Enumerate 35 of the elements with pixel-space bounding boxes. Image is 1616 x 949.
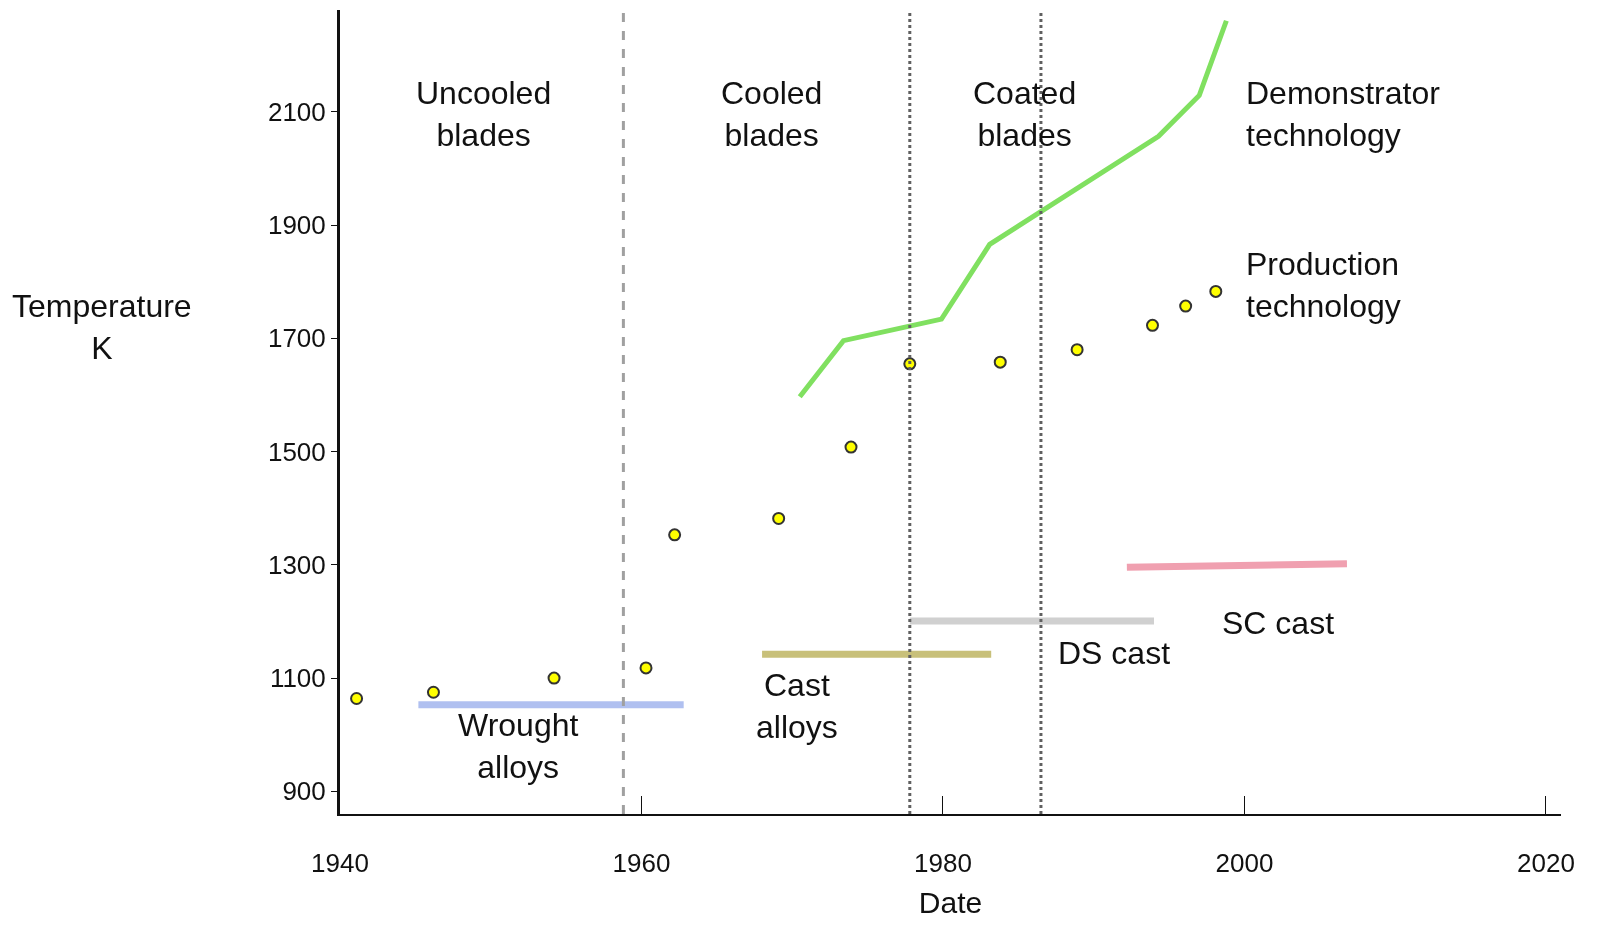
series-label: SC cast — [1222, 605, 1335, 641]
y-axis-title: Temperature K — [12, 288, 192, 366]
y-tick-label: 1700 — [267, 323, 326, 354]
x-tick-label: 1960 — [612, 848, 671, 879]
point — [668, 528, 682, 542]
point — [772, 511, 786, 525]
point — [1179, 299, 1193, 313]
point — [1209, 284, 1223, 298]
series-label: Wrought alloys — [458, 707, 579, 785]
point — [547, 671, 561, 685]
series-label: DS cast — [1058, 635, 1171, 671]
series-label: Production technology — [1246, 246, 1401, 324]
series-label: Demonstrator technology — [1246, 75, 1441, 153]
annotation: Uncooled blades — [416, 75, 552, 153]
point — [350, 692, 364, 705]
point — [426, 685, 440, 699]
series-label: Cast alloys — [756, 667, 838, 745]
point — [1145, 318, 1159, 332]
annotation: Coated blades — [973, 75, 1077, 153]
y-tick-label: 1300 — [267, 549, 326, 580]
x-tick-label: 1940 — [311, 848, 369, 879]
point — [993, 355, 1007, 369]
y-tick-label: 1100 — [269, 663, 326, 694]
y-tick-label: 1500 — [267, 436, 326, 467]
x-tick-label: 2000 — [1215, 848, 1274, 879]
point — [844, 440, 858, 454]
annotation: Cooled blades — [721, 75, 823, 153]
x-axis-title: Date — [918, 886, 983, 920]
x-tick-label: 1980 — [914, 848, 972, 879]
x-tick-label: 2020 — [1517, 848, 1575, 879]
y-tick-label: 900 — [282, 776, 326, 807]
point — [639, 661, 653, 675]
point — [1070, 343, 1084, 357]
y-tick-label: 2100 — [267, 97, 326, 128]
y-tick-label: 1900 — [267, 210, 326, 241]
